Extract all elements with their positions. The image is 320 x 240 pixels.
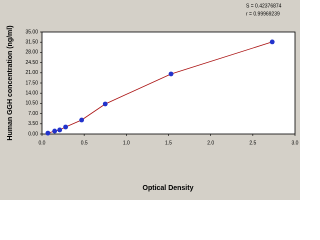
y-tick-label: 35.00 [25, 29, 38, 35]
y-tick-label: 10.50 [25, 101, 38, 107]
x-tick-label: 0.5 [81, 140, 88, 146]
x-axis-label: Optical Density [143, 185, 194, 192]
x-tick-label: 3.0 [292, 140, 299, 146]
stat-s: S = 0.42376874 [246, 3, 282, 9]
y-tick-label: 31.50 [25, 40, 38, 46]
y-tick-label: 21.00 [25, 70, 38, 76]
data-point [45, 130, 51, 136]
x-tick-label: 2.0 [207, 140, 214, 146]
x-tick-label: 0.0 [39, 140, 46, 146]
plot-area [41, 31, 296, 135]
chart: S = 0.42376874 r = 0.99969239 Optical De… [0, 0, 300, 200]
y-tick-label: 3.50 [28, 121, 38, 127]
stat-r: r = 0.99969239 [246, 11, 280, 17]
y-tick-label: 17.50 [25, 80, 38, 86]
y-tick-label: 14.00 [25, 91, 38, 97]
data-point [79, 117, 85, 123]
y-tick-label: 28.00 [25, 50, 38, 56]
data-point [102, 101, 108, 107]
data-point [63, 124, 69, 130]
x-tick-label: 1.5 [165, 140, 172, 146]
y-tick-label: 7.00 [28, 111, 38, 117]
data-point [168, 71, 174, 77]
y-tick-label: 24.50 [25, 60, 38, 66]
x-tick-label: 1.0 [123, 140, 130, 146]
data-point [57, 127, 63, 133]
data-point [52, 128, 58, 134]
data-point [269, 39, 275, 45]
y-tick-label: 0.00 [28, 131, 38, 137]
y-axis-label: Human GGH concentration (ng/ml) [7, 25, 14, 140]
x-tick-label: 2.5 [249, 140, 256, 146]
